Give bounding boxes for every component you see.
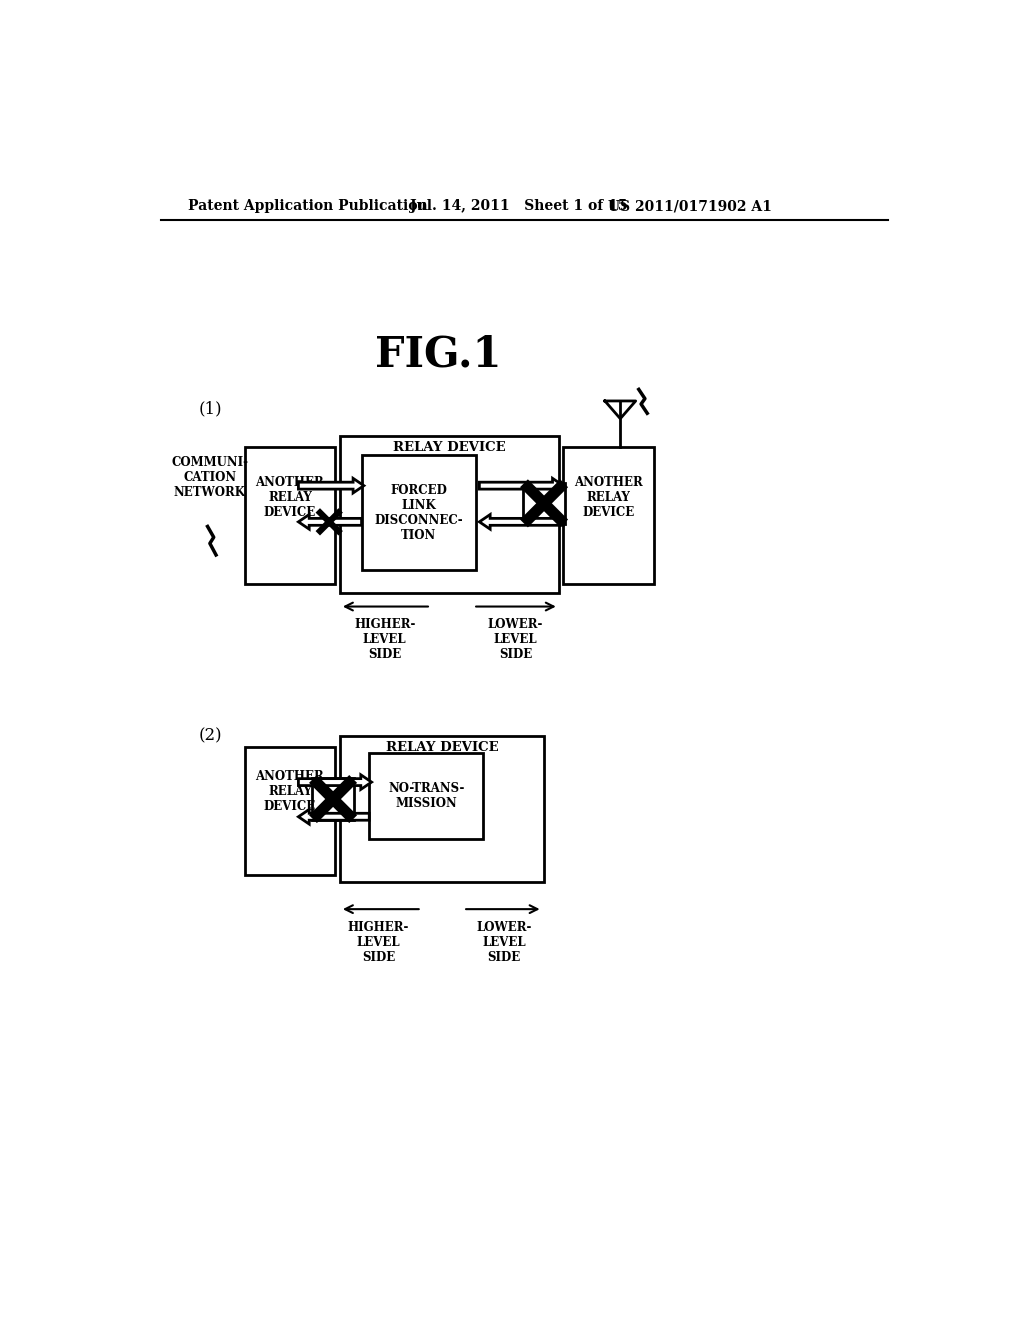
FancyArrow shape (479, 515, 563, 529)
Text: ANOTHER
RELAY
DEVICE: ANOTHER RELAY DEVICE (256, 475, 325, 519)
Bar (523, 483, 565, 524)
Bar (340, 436, 559, 594)
Text: US 2011/0171902 A1: US 2011/0171902 A1 (608, 199, 772, 213)
Text: Patent Application Publication: Patent Application Publication (188, 199, 428, 213)
Text: ANOTHER
RELAY
DEVICE: ANOTHER RELAY DEVICE (574, 475, 643, 519)
Bar (312, 779, 354, 820)
FancyArrow shape (479, 478, 563, 492)
Text: (1): (1) (199, 400, 222, 417)
FancyArrow shape (298, 775, 372, 789)
Bar (370, 752, 483, 840)
Bar (361, 455, 475, 570)
Text: HIGHER-
LEVEL
SIDE: HIGHER- LEVEL SIDE (348, 921, 410, 964)
Text: LOWER-
LEVEL
SIDE: LOWER- LEVEL SIDE (487, 618, 544, 661)
Text: ANOTHER
RELAY
DEVICE: ANOTHER RELAY DEVICE (256, 770, 325, 813)
Text: HIGHER-
LEVEL
SIDE: HIGHER- LEVEL SIDE (354, 618, 416, 661)
Text: Jul. 14, 2011   Sheet 1 of 15: Jul. 14, 2011 Sheet 1 of 15 (410, 199, 628, 213)
Text: NO-TRANS-
MISSION: NO-TRANS- MISSION (388, 781, 465, 810)
Text: RELAY DEVICE: RELAY DEVICE (393, 441, 506, 454)
Text: FORCED
LINK
DISCONNEC-
TION: FORCED LINK DISCONNEC- TION (374, 483, 463, 541)
Text: COMMUNI-
CATION
NETWORK: COMMUNI- CATION NETWORK (171, 457, 249, 499)
Bar (245, 447, 336, 585)
Text: LOWER-
LEVEL
SIDE: LOWER- LEVEL SIDE (476, 921, 531, 964)
Bar (340, 737, 544, 882)
FancyArrow shape (298, 515, 361, 529)
FancyArrow shape (298, 809, 370, 824)
Text: (2): (2) (199, 727, 222, 744)
Bar (563, 447, 654, 585)
Bar (245, 747, 336, 875)
Text: FIG.1: FIG.1 (376, 334, 502, 376)
Text: RELAY DEVICE: RELAY DEVICE (386, 741, 499, 754)
FancyArrow shape (298, 478, 364, 492)
